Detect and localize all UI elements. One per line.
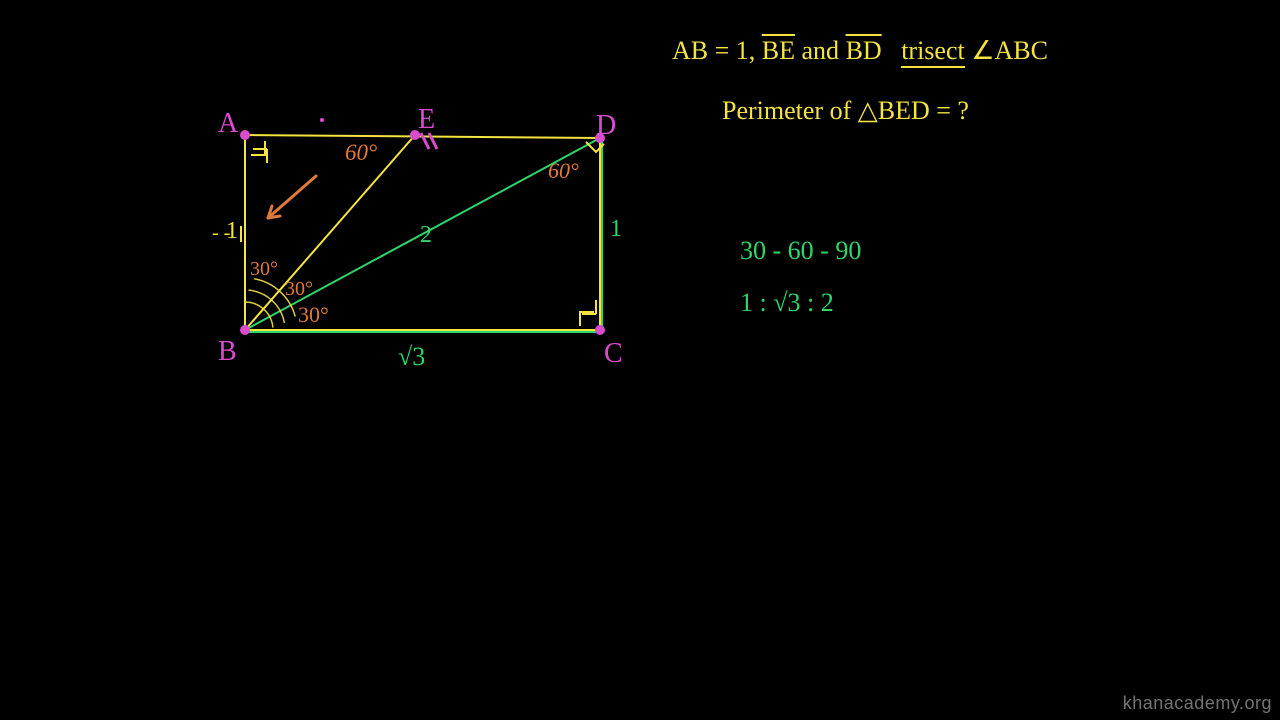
label-D: D xyxy=(596,110,616,142)
segment-BD: BD xyxy=(846,36,882,65)
label-ang30a: 30° xyxy=(250,258,278,281)
label-B: B xyxy=(218,336,237,368)
txt: AB = 1, xyxy=(672,36,762,65)
label-A: A xyxy=(218,108,238,140)
label-C: C xyxy=(604,338,623,370)
txt xyxy=(888,36,895,65)
label-bd2: 2 xyxy=(420,222,432,249)
label-E: E xyxy=(418,104,435,136)
label-dash_cursor: - - xyxy=(212,222,230,245)
watermark: khanacademy.org xyxy=(1123,693,1272,714)
label-right1: 1 xyxy=(610,216,622,243)
problem-line-1: AB = 1, BE and BD trisect ∠ABC xyxy=(672,36,1048,66)
problem-line-2: Perimeter of △BED = ? xyxy=(722,96,969,126)
work-line-1: 30 - 60 - 90 xyxy=(740,236,861,266)
geometry-svg xyxy=(0,0,1280,720)
label-ang30b: 30° xyxy=(285,278,313,301)
label-angD60: 60° xyxy=(548,158,579,184)
word-trisect: trisect xyxy=(901,36,965,68)
txt: and xyxy=(802,36,846,65)
blackboard-canvas: { "colors": { "bg": "#000000", "yellow":… xyxy=(0,0,1280,720)
label-ang30c: 30° xyxy=(298,302,329,328)
label-angE60: 60° xyxy=(345,140,377,166)
work-line-2: 1 : √3 : 2 xyxy=(740,288,834,318)
label-bc_rt3: √3 xyxy=(398,342,425,372)
txt: ∠ABC xyxy=(971,36,1048,65)
txt: Perimeter of △BED = ? xyxy=(722,96,969,125)
segment-BE: BE xyxy=(762,36,795,65)
